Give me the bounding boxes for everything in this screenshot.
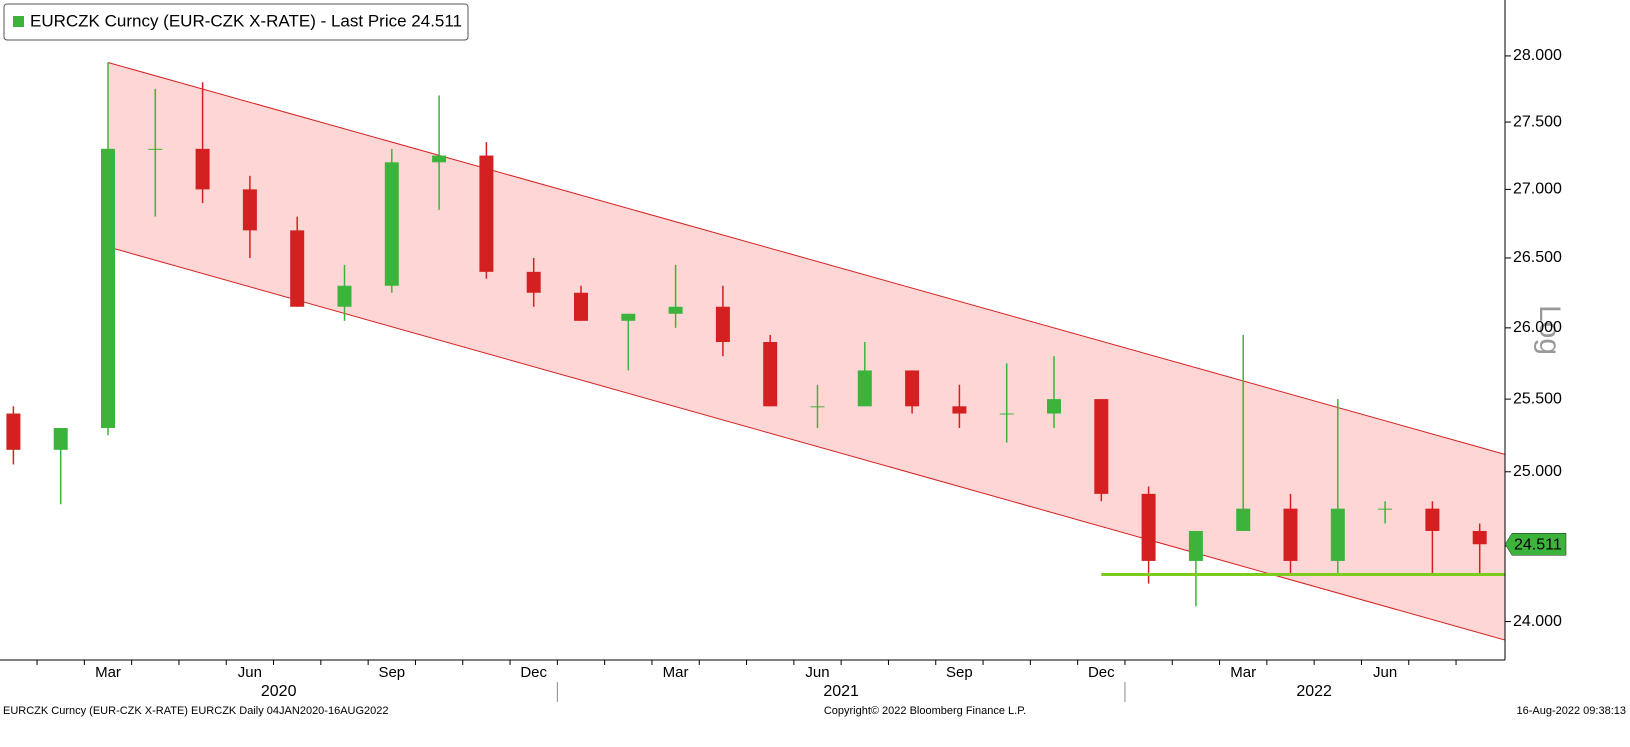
footer-center: Copyright© 2022 Bloomberg Finance L.P.: [824, 705, 1026, 717]
candle-body: [53, 428, 68, 450]
candle-body: [195, 148, 210, 190]
candle-body: [1047, 399, 1061, 414]
candle-body: [479, 155, 494, 272]
candle-body: [1141, 493, 1156, 561]
candle-body: [574, 292, 588, 321]
candle-body: [1236, 508, 1251, 531]
y-tick-label: 27.500: [1513, 113, 1562, 130]
candle-body: [621, 313, 636, 321]
candle-body: [1472, 530, 1487, 545]
x-tick-label: Mar: [1230, 664, 1256, 681]
y-tick-label: 25.000: [1513, 463, 1562, 480]
candle-body: [668, 306, 683, 314]
year-label: 2020: [261, 683, 297, 700]
candle-body: [337, 285, 352, 307]
footer-left: EURCZK Curncy (EUR-CZK X-RATE) EURCZK Da…: [3, 705, 389, 717]
x-tick-label: Jun: [1373, 664, 1397, 681]
channel-band: [108, 62, 1505, 641]
candle-body: [1378, 508, 1393, 510]
candle-body: [763, 342, 778, 407]
y-tick-label: 27.000: [1513, 181, 1562, 198]
y-tick-label: 28.000: [1513, 47, 1562, 64]
candle-body: [290, 230, 305, 307]
year-label: 2021: [823, 683, 859, 700]
x-tick-label: Sep: [378, 664, 405, 681]
candle-body: [148, 148, 163, 150]
footer-right: 16-Aug-2022 09:38:13: [1517, 705, 1626, 717]
candle-body: [905, 370, 920, 407]
x-tick-label: Jun: [805, 664, 829, 681]
candle-body: [526, 271, 541, 293]
candle-body: [999, 413, 1014, 415]
legend-swatch: [13, 16, 24, 27]
candle-body: [810, 406, 825, 408]
candle-body: [432, 155, 447, 163]
candle-body: [1094, 399, 1109, 494]
legend-entry: EURCZK Curncy (EUR-CZK X-RATE) - Last Pr…: [30, 11, 462, 30]
year-label: 2022: [1296, 683, 1332, 700]
candle-body: [952, 406, 967, 414]
candle-body: [101, 148, 115, 429]
candle-body: [6, 413, 21, 450]
y-tick-label: 24.000: [1513, 613, 1562, 630]
scale-note: Log: [1533, 305, 1566, 355]
y-tick-label: 25.500: [1513, 390, 1562, 407]
candle-body: [1425, 508, 1440, 531]
candle-body: [1330, 508, 1345, 561]
x-tick-label: Jun: [238, 664, 262, 681]
y-tick-label: 26.000: [1513, 319, 1562, 336]
x-tick-label: Dec: [1088, 664, 1115, 681]
channel-upper: [107, 62, 1506, 455]
candle-body: [857, 370, 872, 407]
last-price-label: 24.511: [1514, 536, 1562, 553]
y-tick-label: 26.500: [1513, 249, 1562, 266]
legend-box: [3, 3, 469, 41]
x-tick-label: Mar: [663, 664, 689, 681]
candle-body: [384, 162, 399, 286]
candle-body: [715, 306, 730, 343]
x-tick-label: Mar: [95, 664, 121, 681]
x-tick-label: Dec: [520, 664, 547, 681]
last-price-tag: [1504, 533, 1567, 556]
candle-body: [242, 189, 257, 231]
plot-area: [6, 62, 1506, 641]
candle-body: [1283, 508, 1298, 561]
x-tick-label: Sep: [946, 664, 973, 681]
candle-body: [1188, 530, 1203, 561]
